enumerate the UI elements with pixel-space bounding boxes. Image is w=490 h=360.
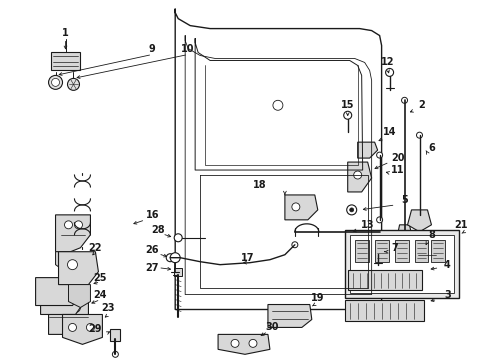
Circle shape [249, 339, 257, 347]
Bar [350, 235, 454, 293]
Text: 10: 10 [181, 44, 195, 54]
Polygon shape [55, 215, 91, 252]
Circle shape [174, 234, 182, 242]
Bar [348, 270, 422, 289]
Circle shape [273, 100, 283, 110]
Polygon shape [218, 334, 270, 354]
Circle shape [86, 323, 95, 332]
Polygon shape [175, 9, 382, 310]
Bar [375, 240, 389, 262]
Circle shape [292, 242, 298, 248]
Circle shape [377, 217, 383, 223]
Circle shape [170, 253, 180, 263]
Circle shape [71, 302, 80, 312]
Circle shape [416, 132, 422, 138]
Polygon shape [41, 289, 82, 315]
Bar [415, 240, 428, 262]
Circle shape [68, 260, 77, 270]
Polygon shape [285, 195, 318, 220]
Text: 18: 18 [253, 180, 267, 190]
Circle shape [49, 75, 63, 89]
Text: 21: 21 [455, 220, 468, 230]
Text: 30: 30 [265, 323, 279, 332]
Bar [345, 230, 460, 298]
Text: 19: 19 [311, 293, 324, 302]
Bar [394, 240, 409, 262]
Text: 25: 25 [94, 273, 107, 283]
Circle shape [166, 254, 174, 262]
Circle shape [68, 78, 79, 90]
Text: 5: 5 [401, 195, 408, 205]
Polygon shape [408, 210, 432, 232]
Polygon shape [348, 162, 371, 192]
Circle shape [69, 323, 76, 332]
Polygon shape [268, 305, 312, 328]
Polygon shape [49, 294, 89, 334]
Circle shape [57, 302, 68, 312]
Text: 7: 7 [391, 243, 398, 253]
Circle shape [343, 111, 352, 119]
Bar [174, 268, 182, 276]
Polygon shape [397, 225, 412, 242]
Bar [432, 240, 445, 262]
Text: 22: 22 [89, 243, 102, 253]
Polygon shape [63, 315, 102, 345]
Polygon shape [415, 245, 440, 270]
Text: 12: 12 [381, 58, 394, 67]
Text: 4: 4 [444, 260, 451, 270]
Circle shape [292, 203, 300, 211]
Polygon shape [55, 252, 71, 270]
Text: 11: 11 [391, 165, 404, 175]
Text: 6: 6 [428, 143, 435, 153]
Circle shape [374, 246, 382, 254]
Text: 16: 16 [146, 210, 159, 220]
Text: 26: 26 [146, 245, 159, 255]
Bar [355, 240, 368, 262]
Polygon shape [58, 252, 98, 285]
Text: 29: 29 [89, 324, 102, 334]
Text: 9: 9 [149, 44, 156, 54]
Circle shape [377, 152, 383, 158]
Text: 24: 24 [94, 289, 107, 300]
Circle shape [401, 97, 408, 103]
Text: 28: 28 [151, 225, 165, 235]
Circle shape [354, 171, 362, 179]
Circle shape [350, 208, 354, 212]
Circle shape [51, 78, 59, 86]
Text: 14: 14 [383, 127, 396, 137]
Bar [50, 53, 80, 71]
Circle shape [347, 205, 357, 215]
Text: 13: 13 [361, 220, 374, 230]
Polygon shape [36, 278, 80, 306]
Polygon shape [69, 285, 91, 307]
Text: 23: 23 [101, 302, 115, 312]
Bar [345, 300, 424, 321]
Circle shape [65, 221, 73, 229]
Circle shape [112, 351, 119, 357]
Text: 27: 27 [146, 263, 159, 273]
Text: 15: 15 [341, 100, 354, 110]
Text: 1: 1 [62, 28, 69, 37]
Text: 17: 17 [241, 253, 255, 263]
Circle shape [386, 68, 393, 76]
Text: 2: 2 [418, 100, 425, 110]
Text: 20: 20 [391, 153, 404, 163]
Text: 8: 8 [428, 230, 435, 240]
Polygon shape [358, 142, 378, 158]
Text: 3: 3 [444, 289, 451, 300]
Circle shape [231, 339, 239, 347]
Bar [110, 329, 121, 341]
Circle shape [74, 221, 82, 229]
